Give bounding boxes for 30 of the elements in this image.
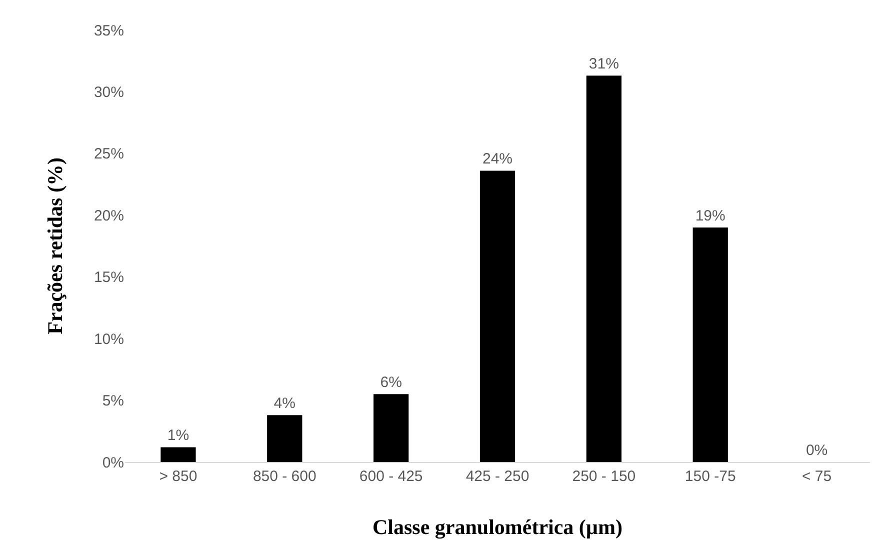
x-tick-label: 150 -75 bbox=[684, 468, 736, 485]
data-label: 0% bbox=[806, 442, 828, 459]
y-tick-label: 35% bbox=[94, 22, 124, 40]
y-tick-label: 5% bbox=[102, 392, 124, 410]
y-tick-label: 15% bbox=[94, 269, 124, 286]
data-label: 4% bbox=[274, 395, 296, 412]
x-tick-label: 250 - 150 bbox=[572, 468, 636, 485]
bar bbox=[374, 394, 409, 462]
x-tick-label: 425 - 250 bbox=[466, 468, 530, 485]
x-tick-label: 600 - 425 bbox=[359, 468, 423, 485]
y-tick-label: 10% bbox=[94, 330, 124, 348]
bar bbox=[267, 415, 302, 462]
bar bbox=[586, 76, 622, 462]
x-tick-label: < 75 bbox=[802, 468, 832, 485]
y-tick-label: 20% bbox=[94, 207, 124, 224]
y-tick-label: 30% bbox=[94, 84, 124, 101]
x-tick-label: 850 - 600 bbox=[252, 468, 316, 485]
x-tick-label: > 850 bbox=[159, 468, 198, 485]
data-label: 24% bbox=[482, 150, 513, 168]
bar bbox=[692, 227, 728, 462]
data-label: 19% bbox=[695, 207, 726, 224]
x-axis-title: Classe granulométrica (µm) bbox=[372, 515, 623, 540]
y-tick-label: 0% bbox=[102, 454, 124, 472]
data-label: 6% bbox=[380, 374, 402, 392]
data-label: 31% bbox=[588, 56, 619, 73]
data-label: 1% bbox=[167, 427, 190, 444]
bar bbox=[160, 447, 196, 462]
y-axis-title: Frações retidas (%) bbox=[43, 158, 68, 334]
bar bbox=[480, 170, 516, 462]
y-tick-label: 25% bbox=[94, 146, 124, 163]
